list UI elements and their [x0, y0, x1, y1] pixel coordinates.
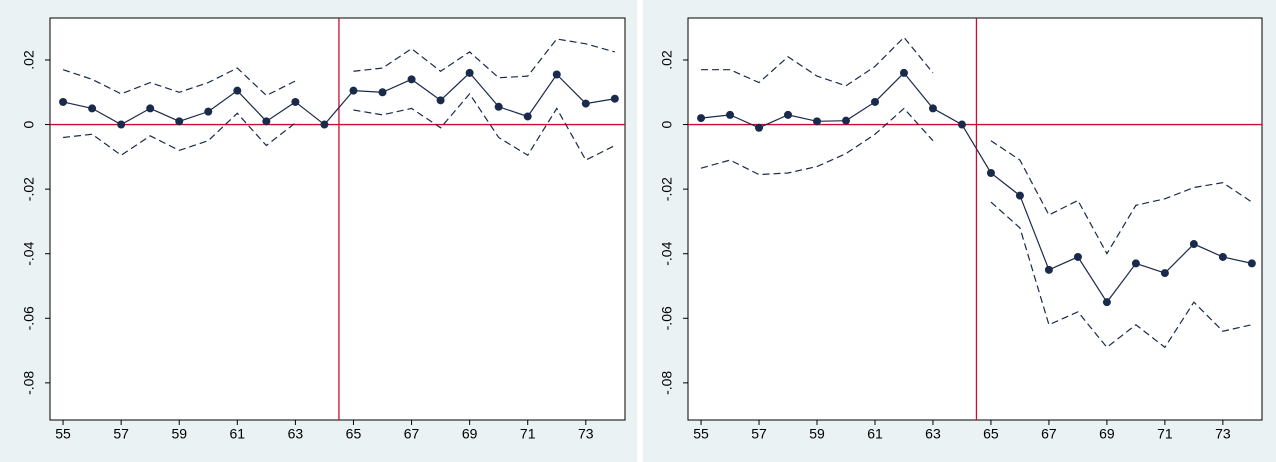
ci-line — [990, 140, 1253, 255]
x-tick-label: 59 — [171, 426, 187, 442]
y-tick-label: -.04 — [21, 241, 37, 265]
x-tick-label: 57 — [751, 426, 767, 442]
point — [233, 86, 242, 95]
point — [986, 168, 995, 177]
y-tick-label: -.08 — [659, 371, 675, 395]
ci-line — [62, 67, 296, 97]
ci-line — [700, 107, 934, 176]
point — [870, 97, 879, 106]
point — [813, 117, 822, 126]
x-tick-label: 63 — [925, 426, 941, 442]
ci-line — [990, 201, 1252, 349]
y-tick-label: -.06 — [21, 306, 37, 330]
point — [581, 99, 590, 108]
point — [841, 116, 850, 125]
point — [610, 94, 619, 103]
point — [1044, 265, 1053, 274]
x-tick-label: 73 — [1215, 426, 1231, 442]
plot-area — [49, 17, 626, 421]
ci-line — [353, 92, 616, 161]
point — [899, 68, 908, 77]
x-tick-label: 73 — [578, 426, 594, 442]
point — [928, 104, 937, 113]
point — [349, 86, 358, 95]
x-tick-label: 71 — [520, 426, 536, 442]
x-tick-label: 57 — [113, 426, 129, 442]
x-tick-label: 69 — [462, 426, 478, 442]
ci-line — [353, 38, 615, 79]
y-tick-label: -.02 — [659, 177, 675, 201]
y-tick-label: .02 — [21, 50, 37, 70]
estimate-line — [700, 71, 1252, 304]
point — [1189, 240, 1198, 249]
point — [407, 75, 416, 84]
y-tick-label: .02 — [659, 50, 675, 70]
point — [175, 117, 184, 126]
x-tick-label: 61 — [867, 426, 883, 442]
point — [320, 120, 329, 129]
x-tick-label: 67 — [1041, 426, 1057, 442]
point — [291, 97, 300, 106]
point — [726, 110, 735, 119]
y-tick-label: 0 — [21, 120, 37, 128]
point — [1247, 259, 1256, 268]
y-tick-label: -.02 — [21, 177, 37, 201]
x-tick-label: 69 — [1099, 426, 1115, 442]
point — [552, 70, 561, 79]
x-tick-label: 65 — [346, 426, 362, 442]
x-tick-label: 71 — [1157, 426, 1173, 442]
point — [784, 110, 793, 119]
point — [117, 120, 126, 129]
x-tick-label: 61 — [230, 426, 246, 442]
point — [262, 117, 271, 126]
x-tick-label: 55 — [693, 426, 709, 442]
y-tick-label: -.06 — [659, 306, 675, 330]
x-tick-label: 63 — [288, 426, 304, 442]
point — [523, 112, 532, 121]
point — [146, 104, 155, 113]
y-tick-label: 0 — [659, 120, 675, 128]
x-tick-label: 67 — [404, 426, 420, 442]
point — [59, 97, 68, 106]
point — [1073, 252, 1082, 261]
point — [697, 114, 706, 123]
x-tick-label: 55 — [55, 426, 71, 442]
point — [957, 120, 966, 129]
point — [204, 107, 213, 116]
point — [1160, 269, 1169, 278]
point — [436, 96, 445, 105]
point — [1015, 191, 1024, 200]
point — [1131, 259, 1140, 268]
point — [465, 68, 474, 77]
point — [494, 102, 503, 111]
point — [755, 123, 764, 132]
point — [1102, 298, 1111, 307]
y-tick-label: -.04 — [659, 241, 675, 265]
plot-area — [687, 17, 1263, 421]
ci-line — [701, 36, 934, 87]
point — [378, 88, 387, 97]
x-tick-label: 65 — [983, 426, 999, 442]
point — [88, 104, 97, 113]
x-tick-label: 59 — [809, 426, 825, 442]
ci-line — [63, 112, 296, 156]
estimate-line — [62, 72, 615, 126]
point — [1218, 252, 1227, 261]
y-tick-label: -.08 — [21, 371, 37, 395]
